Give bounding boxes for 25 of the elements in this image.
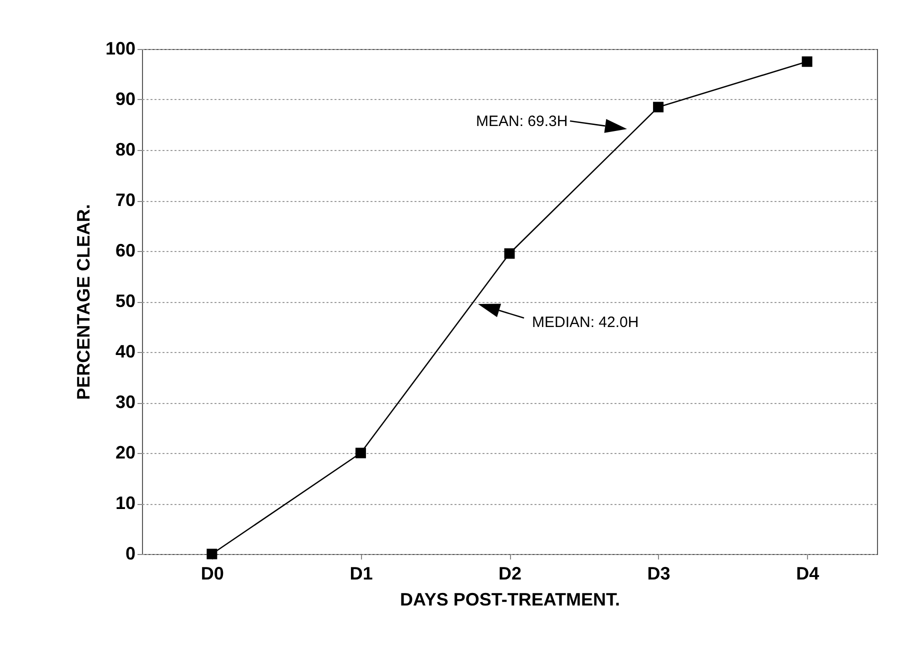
y-axis-title: PERCENTAGE CLEAR. <box>73 204 94 400</box>
annotation: MEDIAN: 42.0H <box>532 314 639 330</box>
y-tick-label: 50 <box>115 291 136 311</box>
point <box>653 102 664 112</box>
y-tick-label: 20 <box>115 442 136 462</box>
y-tick-label: 30 <box>115 392 136 412</box>
x-tick-label: D2 <box>498 564 522 584</box>
y-tick-label: 70 <box>115 190 136 210</box>
y-tick-label: 40 <box>115 342 136 362</box>
x-axis-title: DAYS POST-TREATMENT. <box>400 590 620 610</box>
point <box>504 248 515 259</box>
point <box>355 448 366 458</box>
x-tick-label: D3 <box>647 564 670 584</box>
y-tick-label: 0 <box>125 544 136 564</box>
point <box>802 56 812 67</box>
y-tick-label: 60 <box>115 240 136 260</box>
y-tick-label: 90 <box>115 89 136 109</box>
x-tick-label: D0 <box>200 564 224 584</box>
y-tick-label: 100 <box>105 38 136 58</box>
y-tick-label: 80 <box>115 140 136 160</box>
x-tick-label: D4 <box>796 564 820 584</box>
x-tick-label: D1 <box>350 564 373 584</box>
point <box>206 548 218 560</box>
annotation: MEAN: 69.3H <box>476 112 568 130</box>
y-tick-label: 10 <box>115 493 136 513</box>
